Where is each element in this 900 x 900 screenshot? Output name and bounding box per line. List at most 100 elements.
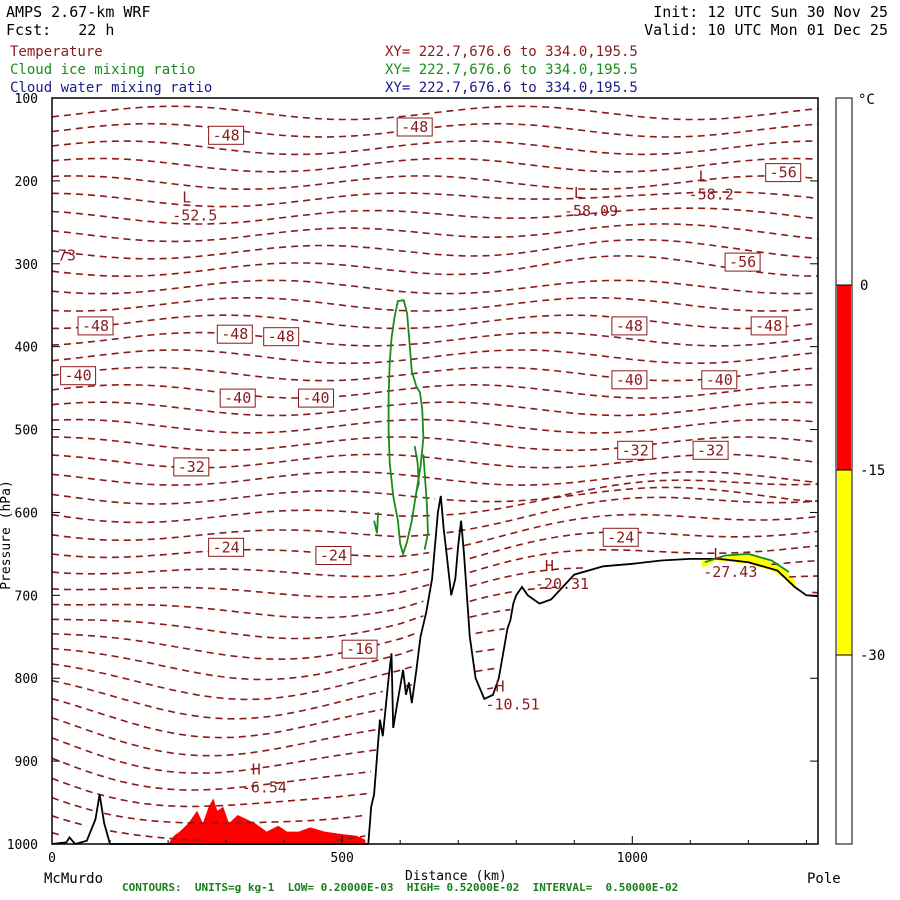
contour-label-box-9 [60,366,97,386]
temperature-contour-20 [51,453,819,469]
legend-cloud-water: Cloud water mixing ratio [10,80,213,96]
y-axis-title: Pressure (hPa) [0,480,14,590]
temperature-contour-22 [51,486,819,505]
temperature-contour-10 [51,279,819,295]
contour-label-1: -48 [401,118,428,136]
temperature-contour-35 [51,717,383,757]
contour-label-box-2 [765,163,802,183]
extremum-kind-4: H [496,677,505,695]
contour-label-box-15 [617,440,654,460]
colorbar-label-1: -15 [860,463,885,479]
temperature-contour-3 [51,157,819,173]
temperature-contour-14 [51,349,819,364]
temperature-contour-11 [51,297,819,312]
contour-label-box-3 [724,252,761,272]
temperature-contour-7 [51,223,819,243]
cloud-ice-contour-0 [387,299,425,557]
y-tick-label-8: 900 [15,755,38,770]
temperature-contour-2 [51,140,818,156]
x-axis-title: Distance (km) [405,869,507,884]
model-title: AMPS 2.67-km WRF [6,3,151,21]
temperature-contour-29 [51,575,818,640]
y-tick-label-2: 300 [15,258,38,273]
extremum-value-6: -27.43 [703,563,757,581]
cloud-ice-contour-2 [373,512,379,534]
temperature-contour-21 [51,470,819,486]
colorbar-label-0: 0 [860,278,868,294]
terrain-line [51,495,819,846]
contour-label-box-14 [173,457,210,477]
contour-label-3: -56 [729,253,756,271]
x-tick-label-0: 0 [48,851,56,866]
x-endpoint-right: Pole [807,871,841,887]
warm-band-fill [168,798,366,844]
colorbar-label-2: -30 [860,648,885,664]
contour-label-2: -56 [770,164,797,182]
contour-label-15: -32 [622,441,649,459]
contour-label-box-16 [692,440,729,460]
y-tick-label-9: 1000 [7,838,38,853]
legend-cloud-ice-xy: XY= 222.7,676.6 to 334.0,195.5 [385,62,638,78]
temperature-contour-27 [51,545,819,598]
y-tick-label-1: 200 [15,175,38,190]
temperature-contour-28 [51,559,819,619]
contour-label-19: -24 [607,528,634,546]
temperature-contour-31 [51,628,505,681]
y-tick-label-5: 600 [15,506,38,521]
contour-label-12: -40 [616,371,643,389]
plot-frame [51,97,819,845]
contour-label-box-17 [208,537,245,557]
init-time: Init: 12 UTC Sun 30 Nov 25 [653,3,888,21]
contour-label-box-12 [611,370,648,390]
contour-label-20: -16 [346,640,373,658]
extremum-value-3: -20.31 [535,575,589,593]
extremum-kind-5: H [252,760,261,778]
temperature-contour-39 [51,796,366,824]
cool-band-fill [701,553,795,589]
cloud-ice-contour-3 [413,445,420,492]
extremum-kind-3: H [545,557,554,575]
colorbar-band-1 [837,470,851,655]
temperature-contour-41 [52,833,75,839]
contour-label-box-0 [208,125,245,145]
contour-label-box-11 [298,388,334,408]
x-endpoint-left: McMurdo [44,871,103,887]
contour-label-13: -40 [706,371,733,389]
contour-label-box-20 [341,639,378,659]
contour-label-11: -40 [302,389,329,407]
cloud-ice-contour-4 [704,552,790,573]
temperature-contour-4 [51,175,819,190]
contour-label-4: -48 [82,317,109,335]
temperature-contour-36 [51,737,378,774]
temperature-contour-30 [51,591,819,661]
legend-temperature: Temperature [10,44,103,60]
x-tick-label-1: 500 [330,851,353,866]
legend-cloud-ice: Cloud ice mixing ratio [10,62,196,78]
contour-info: CONTOURS: UNITS=g kg-1 LOW= 0.20000E-03 … [122,881,679,894]
extremum-value-2: -58.2 [689,186,734,204]
contour-label-box-6 [263,327,300,347]
extremum-value-0: -52.5 [172,206,217,224]
temperature-contour-34 [51,687,494,739]
contour-label-box-10 [219,388,256,408]
valid-time: Valid: 10 UTC Mon 01 Dec 25 [644,21,888,39]
legend-cloud-water-xy: XY= 222.7,676.6 to 334.0,195.5 [385,80,638,96]
contour-label-8: -48 [755,317,782,335]
contour-label-9: -40 [65,367,92,385]
forecast-hour: Fcst: 22 h [6,21,115,39]
temperature-contour-33 [51,667,499,720]
colorbar-band-0 [837,285,851,470]
temperature-contour-1 [51,122,819,138]
y-tick-label-3: 400 [15,341,38,356]
extremum-value-4: -10.51 [486,695,540,713]
contour-label-box-13 [701,370,738,390]
contour-label-6: -48 [268,328,295,346]
temperature-contour-24 [51,496,819,541]
y-tick-label-4: 500 [15,424,38,439]
y-tick-label-6: 700 [15,589,38,604]
temperature-contour-26 [51,530,819,578]
extremum-kind-2: L [699,168,708,186]
contour-label-box-7 [611,316,648,336]
temperature-contour-38 [51,777,372,808]
